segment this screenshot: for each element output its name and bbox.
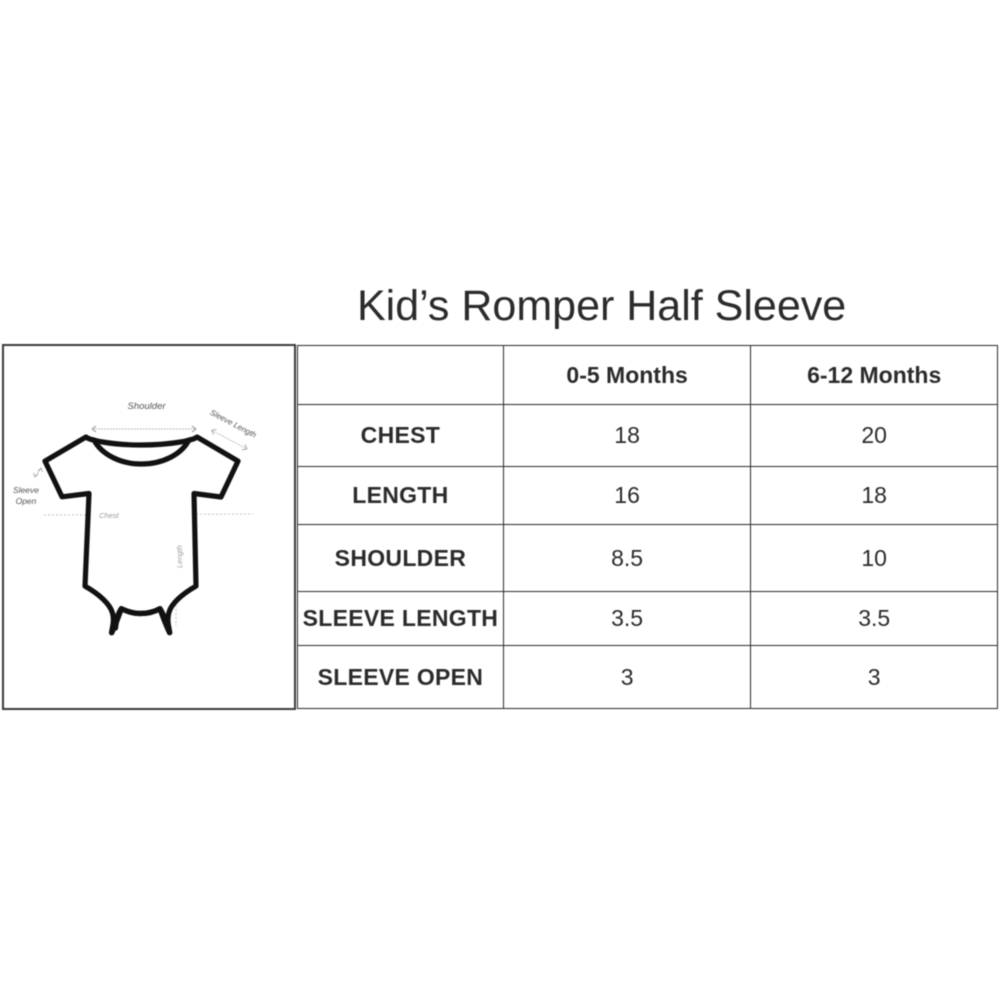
svg-text:Open: Open xyxy=(16,496,37,506)
svg-text:Sleeve Length: Sleeve Length xyxy=(208,408,258,440)
svg-text:Sleeve: Sleeve xyxy=(13,485,39,495)
svg-text:Chest: Chest xyxy=(99,511,120,520)
svg-text:Length: Length xyxy=(175,545,184,568)
svg-text:Shoulder: Shoulder xyxy=(127,401,166,412)
